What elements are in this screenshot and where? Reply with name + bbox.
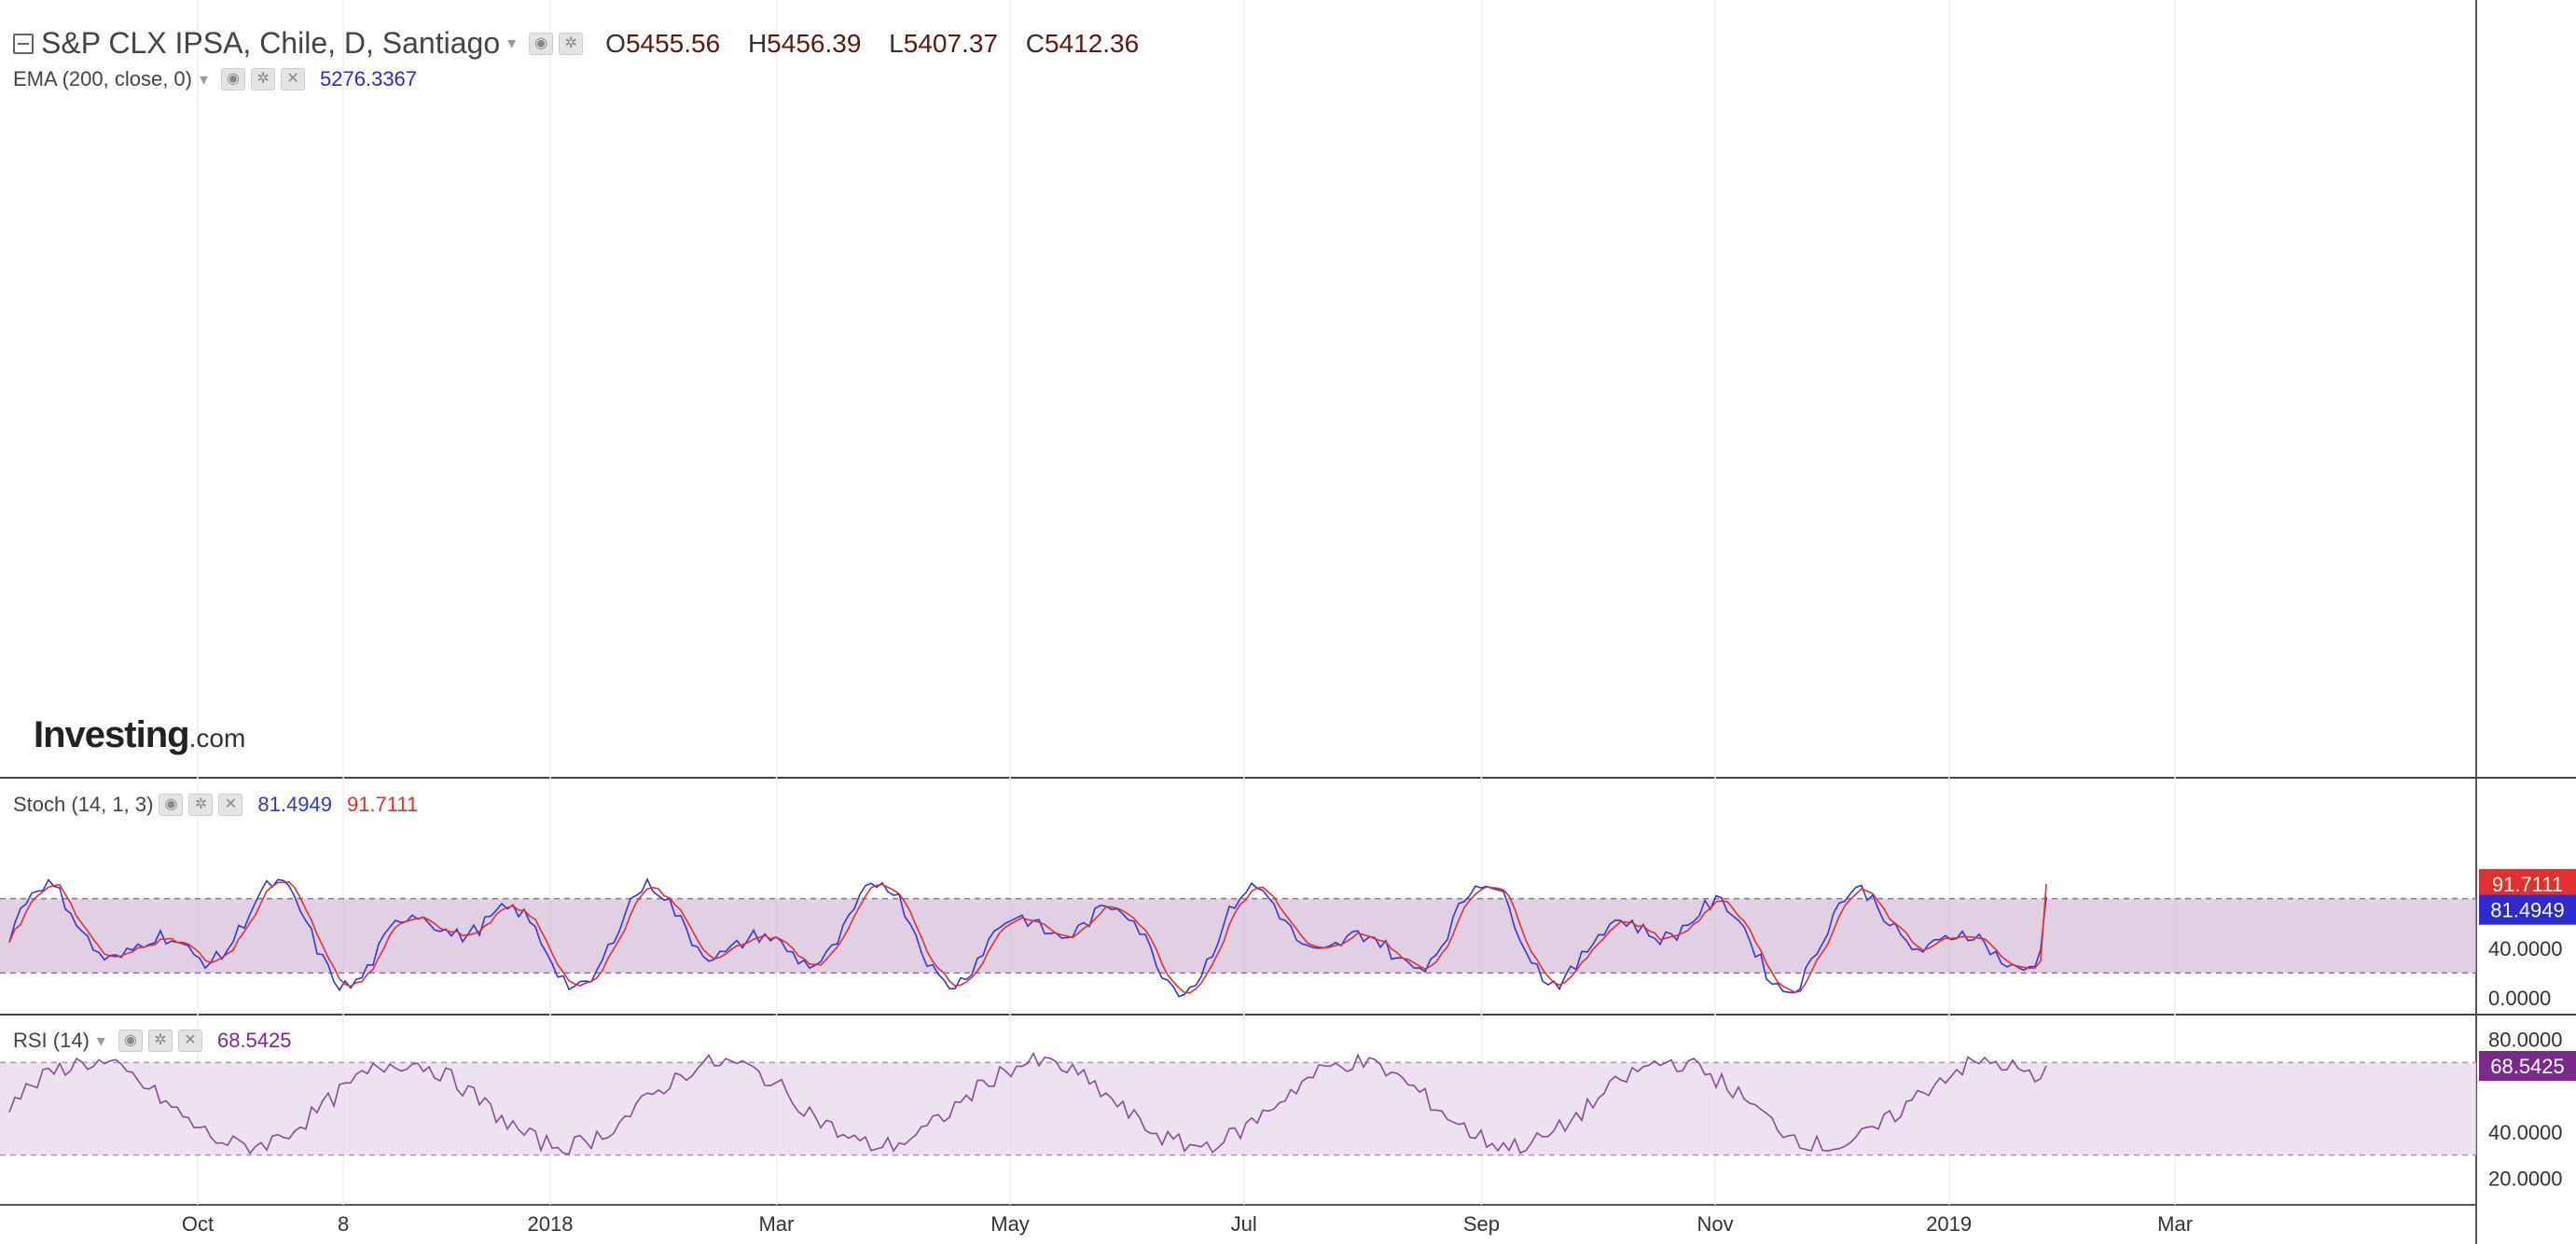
chevron-down-icon[interactable]: ▾	[96, 1030, 105, 1050]
chevron-down-icon[interactable]: ▾	[507, 34, 517, 52]
time-tick-label: Jul	[1231, 1212, 1257, 1236]
stoch-d-value: 91.7111	[346, 793, 419, 816]
time-tick-label: 8	[338, 1212, 349, 1236]
eye-icon[interactable]: ◉	[529, 32, 554, 55]
rsi-line	[8, 1051, 2047, 1155]
gear-icon[interactable]: ✲	[559, 32, 584, 55]
low-label: L	[889, 28, 904, 58]
stoch-tick-label: 40.0000	[2488, 937, 2563, 961]
stoch-k-tag: 81.4949	[2490, 899, 2565, 922]
low-value: 5407.37	[903, 28, 998, 58]
time-tick-label: Oct	[182, 1212, 214, 1236]
time-tick-label: Mar	[758, 1212, 794, 1236]
gear-icon[interactable]: ✲	[147, 1030, 173, 1052]
open-label: O	[605, 28, 626, 58]
stoch-band	[0, 898, 2476, 974]
ohlc-readout: O5455.56 H5456.39 L5407.37 C5412.36	[605, 29, 1159, 59]
collapse-icon[interactable]	[13, 33, 34, 54]
stoch-d-tag-bg	[2479, 869, 2576, 900]
stoch-tick-label: 0.0000	[2488, 987, 2551, 1010]
logo-text: Investing	[34, 714, 190, 755]
rsi-band	[0, 1062, 2476, 1155]
time-tick-label: Sep	[1463, 1212, 1500, 1236]
ema-value: 5276.3367	[320, 67, 418, 90]
time-tick-label: 2018	[528, 1212, 574, 1236]
rsi-value: 68.5425	[216, 1029, 292, 1052]
close-icon[interactable]: ✕	[218, 794, 243, 816]
close-label: C	[1025, 28, 1045, 58]
stoch-d-line	[8, 881, 2047, 994]
rsi-tag-bg	[2479, 1051, 2576, 1082]
stoch-label[interactable]: Stoch (14, 1, 3)	[13, 793, 154, 816]
rsi-label[interactable]: RSI (14)	[13, 1029, 90, 1052]
high-label: H	[747, 28, 768, 58]
symbol-legend: S&P CLX IPSA, Chile, D, Santiago ▾ ◉ ✲ O…	[13, 26, 1159, 61]
high-value: 5456.39	[767, 28, 862, 58]
stoch-d-tag: 91.7111	[2492, 873, 2563, 896]
gear-icon[interactable]: ✲	[251, 68, 276, 90]
close-icon[interactable]: ✕	[177, 1030, 202, 1052]
ema-label[interactable]: EMA (200, close, 0)	[13, 67, 192, 90]
symbol-title[interactable]: S&P CLX IPSA, Chile, D, Santiago	[41, 26, 501, 60]
investing-logo: Investing.com	[34, 714, 245, 756]
time-tick-label: 2019	[1926, 1212, 1972, 1236]
logo-suffix: .com	[188, 724, 246, 753]
rsi-legend: RSI (14) ▾ ◉ ✲ ✕ 68.5425	[13, 1029, 292, 1053]
gear-icon[interactable]: ✲	[188, 794, 214, 816]
time-tick-label: Mar	[2157, 1212, 2193, 1236]
rsi-tag: 68.5425	[2490, 1055, 2565, 1078]
stoch-legend: Stoch (14, 1, 3) ◉ ✲ ✕ 81.4949 91.7111	[13, 793, 418, 817]
chevron-down-icon[interactable]: ▾	[199, 69, 209, 89]
close-icon[interactable]: ✕	[281, 68, 306, 90]
open-value: 5455.56	[625, 28, 721, 58]
rsi-tick-label: 40.0000	[2488, 1121, 2563, 1144]
rsi-tick-label: 20.0000	[2488, 1167, 2563, 1190]
ema-legend: EMA (200, close, 0) ▾ ◉ ✲ ✕ 5276.3367	[13, 67, 417, 91]
eye-icon[interactable]: ◉	[221, 68, 246, 90]
time-tick-label: May	[990, 1212, 1030, 1236]
stoch-k-value: 81.4949	[257, 793, 332, 816]
rsi-tick-label: 80.0000	[2488, 1029, 2563, 1052]
eye-icon[interactable]: ◉	[159, 794, 184, 816]
eye-icon[interactable]: ◉	[118, 1030, 143, 1052]
time-tick-label: Nov	[1697, 1212, 1733, 1236]
stoch-k-tag-bg	[2479, 894, 2576, 925]
close-value: 5412.36	[1044, 28, 1140, 58]
